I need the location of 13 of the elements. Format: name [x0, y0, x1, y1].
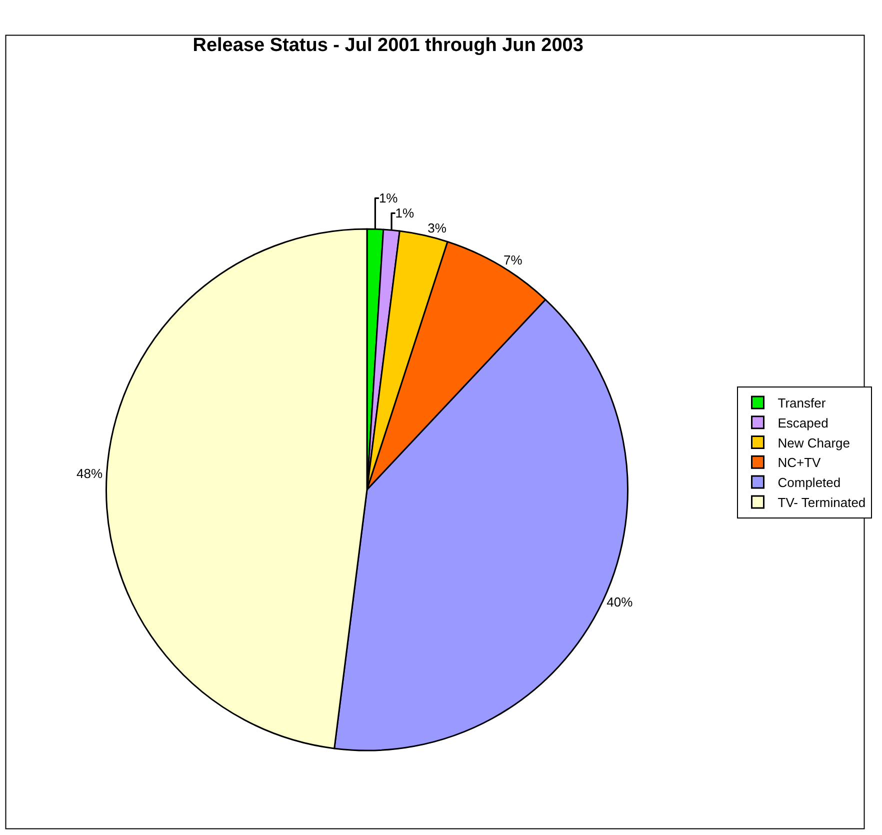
data-label: 7% [503, 252, 523, 268]
data-label: 1% [378, 190, 398, 206]
data-label: 1% [395, 206, 415, 221]
legend-label: Escaped [778, 415, 828, 430]
legend-label: Completed [778, 475, 841, 490]
legend-label: New Charge [778, 435, 850, 450]
legend-label: TV- Terminated [778, 495, 866, 510]
legend-label: NC+TV [778, 455, 822, 470]
data-label: 40% [606, 594, 634, 610]
data-label: 3% [428, 220, 447, 236]
legend-label: Transfer [778, 396, 826, 411]
chart-title: Release Status - Jul 2001 through Jun 2003 [192, 34, 584, 56]
data-label: 48% [76, 466, 104, 481]
